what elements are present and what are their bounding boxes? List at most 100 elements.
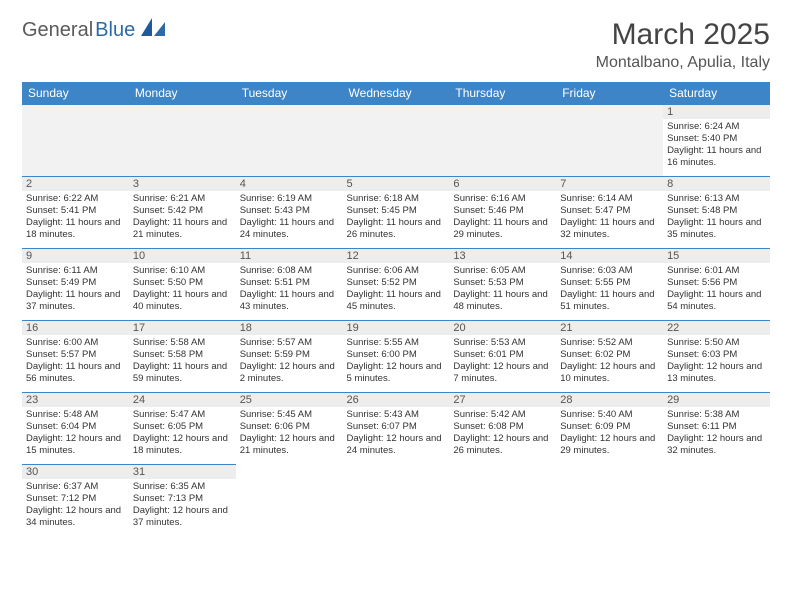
calendar-cell: 12 Sunrise: 6:06 AMSunset: 5:52 PMDayligh…	[343, 249, 450, 321]
day-number: 14	[556, 249, 663, 263]
day-info: Sunrise: 5:50 AMSunset: 6:03 PMDaylight:…	[667, 337, 766, 385]
day-header: Monday	[129, 82, 236, 105]
day-info: Sunrise: 5:42 AMSunset: 6:08 PMDaylight:…	[453, 409, 552, 457]
day-info: Sunrise: 6:03 AMSunset: 5:55 PMDaylight:…	[560, 265, 659, 313]
day-number: 30	[22, 465, 129, 479]
day-info: Sunrise: 5:53 AMSunset: 6:01 PMDaylight:…	[453, 337, 552, 385]
calendar-cell: 17Sunrise: 5:58 AMSunset: 5:58 PMDayligh…	[129, 321, 236, 393]
day-number: 25	[236, 393, 343, 407]
day-number: 6	[449, 177, 556, 191]
calendar-cell: 8Sunrise: 6:13 AMSunset: 5:48 PMDaylight…	[663, 177, 770, 249]
calendar-cell: 26 Sunrise: 5:43 AMSunset: 6:07 PMDayligh…	[343, 393, 450, 465]
day-info: Sunrise: 6:18 AMSunset: 5:45 PMDaylight:…	[347, 193, 446, 241]
day-number: 22	[663, 321, 770, 335]
day-number: 21	[556, 321, 663, 335]
day-info: Sunrise: 6:21 AMSunset: 5:42 PMDaylight:…	[133, 193, 232, 241]
calendar-cell: 5 Sunrise: 6:18 AMSunset: 5:45 PMDaylight…	[343, 177, 450, 249]
calendar-week: 9 Sunrise: 6:11 AMSunset: 5:49 PMDaylight…	[22, 249, 770, 321]
calendar-cell: 19 Sunrise: 5:55 AMSunset: 6:00 PMDayligh…	[343, 321, 450, 393]
day-info: Sunrise: 6:35 AMSunset: 7:13 PMDaylight:…	[133, 481, 232, 529]
calendar-cell: 23 Sunrise: 5:48 AMSunset: 6:04 PMDayligh…	[22, 393, 129, 465]
day-info: Sunrise: 5:58 AMSunset: 5:58 PMDaylight:…	[133, 337, 232, 385]
day-number: 18	[236, 321, 343, 335]
calendar-cell: 11 Sunrise: 6:08 AMSunset: 5:51 PMDayligh…	[236, 249, 343, 321]
day-info: Sunrise: 6:10 AMSunset: 5:50 PMDaylight:…	[133, 265, 232, 313]
calendar-cell	[236, 105, 343, 177]
day-number: 12	[343, 249, 450, 263]
day-number: 11	[236, 249, 343, 263]
calendar-header-row: SundayMondayTuesdayWednesdayThursdayFrid…	[22, 82, 770, 105]
calendar-cell	[663, 465, 770, 537]
calendar-cell	[22, 105, 129, 177]
sail-icon	[141, 18, 167, 42]
day-info: Sunrise: 5:52 AMSunset: 6:02 PMDaylight:…	[560, 337, 659, 385]
calendar-week: 1 Sunrise: 6:24 AMSunset: 5:40 PMDaylight…	[22, 105, 770, 177]
calendar-cell: 2 Sunrise: 6:22 AMSunset: 5:41 PMDaylight…	[22, 177, 129, 249]
calendar-cell: 31 Sunrise: 6:35 AMSunset: 7:13 PMDayligh…	[129, 465, 236, 537]
day-number: 1	[663, 105, 770, 119]
day-number: 7	[556, 177, 663, 191]
day-info: Sunrise: 5:48 AMSunset: 6:04 PMDaylight:…	[26, 409, 125, 457]
calendar-cell: 18Sunrise: 5:57 AMSunset: 5:59 PMDayligh…	[236, 321, 343, 393]
day-number: 28	[556, 393, 663, 407]
day-number: 24	[129, 393, 236, 407]
day-info: Sunrise: 6:05 AMSunset: 5:53 PMDaylight:…	[453, 265, 552, 313]
day-info: Sunrise: 5:55 AMSunset: 6:00 PMDaylight:…	[347, 337, 446, 385]
title-block: March 2025 Montalbano, Apulia, Italy	[596, 18, 770, 72]
calendar-week: 30 Sunrise: 6:37 AMSunset: 7:12 PMDayligh…	[22, 465, 770, 537]
month-title: March 2025	[596, 18, 770, 52]
brand-part1: General	[22, 19, 93, 42]
day-header: Wednesday	[343, 82, 450, 105]
day-info: Sunrise: 5:38 AMSunset: 6:11 PMDaylight:…	[667, 409, 766, 457]
calendar-cell: 6Sunrise: 6:16 AMSunset: 5:46 PMDaylight…	[449, 177, 556, 249]
day-number: 3	[129, 177, 236, 191]
calendar-cell	[449, 105, 556, 177]
calendar-cell: 4Sunrise: 6:19 AMSunset: 5:43 PMDaylight…	[236, 177, 343, 249]
calendar-cell: 30 Sunrise: 6:37 AMSunset: 7:12 PMDayligh…	[22, 465, 129, 537]
day-number: 9	[22, 249, 129, 263]
calendar-cell: 27 Sunrise: 5:42 AMSunset: 6:08 PMDayligh…	[449, 393, 556, 465]
brand-logo: GeneralBlue	[22, 18, 167, 42]
calendar-cell: 28Sunrise: 5:40 AMSunset: 6:09 PMDayligh…	[556, 393, 663, 465]
calendar-cell: 16 Sunrise: 6:00 AMSunset: 5:57 PMDayligh…	[22, 321, 129, 393]
calendar-cell: 29 Sunrise: 5:38 AMSunset: 6:11 PMDayligh…	[663, 393, 770, 465]
day-number: 27	[449, 393, 556, 407]
day-number: 16	[22, 321, 129, 335]
day-info: Sunrise: 5:45 AMSunset: 6:06 PMDaylight:…	[240, 409, 339, 457]
day-info: Sunrise: 6:01 AMSunset: 5:56 PMDaylight:…	[667, 265, 766, 313]
day-info: Sunrise: 6:00 AMSunset: 5:57 PMDaylight:…	[26, 337, 125, 385]
calendar-cell: 13Sunrise: 6:05 AMSunset: 5:53 PMDayligh…	[449, 249, 556, 321]
day-info: Sunrise: 6:14 AMSunset: 5:47 PMDaylight:…	[560, 193, 659, 241]
day-number: 23	[22, 393, 129, 407]
day-header: Sunday	[22, 82, 129, 105]
calendar-cell: 20 Sunrise: 5:53 AMSunset: 6:01 PMDayligh…	[449, 321, 556, 393]
day-info: Sunrise: 5:43 AMSunset: 6:07 PMDaylight:…	[347, 409, 446, 457]
calendar-cell	[236, 465, 343, 537]
day-info: Sunrise: 6:24 AMSunset: 5:40 PMDaylight:…	[667, 121, 766, 169]
calendar-week: 2 Sunrise: 6:22 AMSunset: 5:41 PMDaylight…	[22, 177, 770, 249]
day-number: 10	[129, 249, 236, 263]
day-number: 19	[343, 321, 450, 335]
day-number: 4	[236, 177, 343, 191]
day-info: Sunrise: 6:37 AMSunset: 7:12 PMDaylight:…	[26, 481, 125, 529]
calendar-cell	[343, 465, 450, 537]
day-number: 26	[343, 393, 450, 407]
day-info: Sunrise: 6:11 AMSunset: 5:49 PMDaylight:…	[26, 265, 125, 313]
day-header: Saturday	[663, 82, 770, 105]
day-header: Friday	[556, 82, 663, 105]
day-number: 2	[22, 177, 129, 191]
calendar-cell: 14 Sunrise: 6:03 AMSunset: 5:55 PMDayligh…	[556, 249, 663, 321]
calendar-cell: 24Sunrise: 5:47 AMSunset: 6:05 PMDayligh…	[129, 393, 236, 465]
calendar-cell: 22 Sunrise: 5:50 AMSunset: 6:03 PMDayligh…	[663, 321, 770, 393]
calendar-cell: 9 Sunrise: 6:11 AMSunset: 5:49 PMDaylight…	[22, 249, 129, 321]
calendar-cell	[343, 105, 450, 177]
calendar-body: 1 Sunrise: 6:24 AMSunset: 5:40 PMDaylight…	[22, 105, 770, 537]
day-number: 5	[343, 177, 450, 191]
day-info: Sunrise: 6:06 AMSunset: 5:52 PMDaylight:…	[347, 265, 446, 313]
day-number: 20	[449, 321, 556, 335]
day-info: Sunrise: 6:22 AMSunset: 5:41 PMDaylight:…	[26, 193, 125, 241]
day-number: 29	[663, 393, 770, 407]
calendar-cell: 15Sunrise: 6:01 AMSunset: 5:56 PMDayligh…	[663, 249, 770, 321]
day-info: Sunrise: 6:08 AMSunset: 5:51 PMDaylight:…	[240, 265, 339, 313]
day-number: 31	[129, 465, 236, 479]
